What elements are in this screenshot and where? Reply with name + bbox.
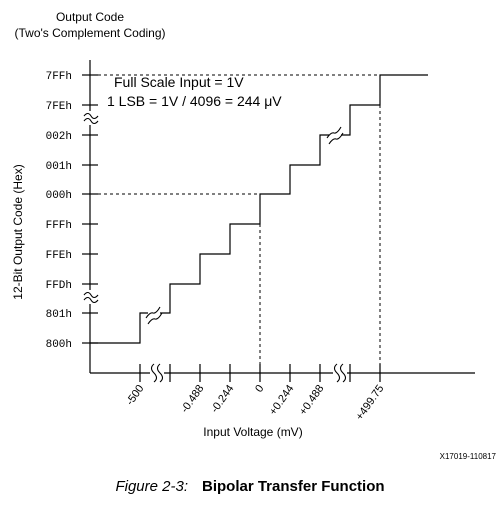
transfer-staircase-middle	[158, 134, 332, 314]
x-label-pos0488: +0.488	[297, 383, 326, 418]
caption-number: Figure 2-3:	[115, 478, 188, 495]
x-axis-break-left	[150, 363, 164, 383]
y-code-7ffh: 7FFh	[46, 71, 72, 83]
y-axis-break-top	[83, 111, 99, 125]
y-code-7feh: 7FEh	[46, 101, 72, 113]
curve-break-lower	[145, 306, 163, 325]
x-label-neg0244: -0.244	[209, 383, 237, 415]
y-axis-side-label: 12-Bit Output Code (Hex)	[11, 164, 25, 299]
dashed-guides	[98, 74, 381, 373]
x-label-neg500: -500	[124, 383, 146, 408]
x-label-neg0488: -0.488	[179, 383, 207, 415]
figure-id: X17019-110817	[440, 452, 497, 461]
caption-title: Bipolar Transfer Function	[202, 478, 385, 495]
x-label-zero: 0	[253, 383, 266, 395]
figure-caption: Figure 2-3: Bipolar Transfer Function	[0, 478, 500, 495]
y-code-002h: 002h	[46, 131, 72, 143]
transfer-staircase-lower	[90, 312, 150, 344]
y-code-800h: 800h	[46, 339, 72, 351]
x-label-pos0244: +0.244	[267, 383, 296, 418]
y-axis-subtitle: (Two's Complement Coding)	[14, 26, 165, 40]
y-code-fffh: FFFh	[46, 220, 72, 232]
y-code-000h: 000h	[46, 190, 72, 202]
curve-break-upper	[326, 126, 344, 145]
y-code-ffdh: FFDh	[46, 280, 72, 292]
annotation-full-scale: Full Scale Input = 1V	[114, 74, 244, 90]
x-axis-title: Input Voltage (mV)	[203, 425, 302, 439]
y-code-ffeh: FFEh	[46, 250, 72, 262]
y-axis-title: Output Code	[56, 10, 124, 24]
transfer-staircase-upper	[340, 74, 428, 136]
annotation-lsb: 1 LSB = 1V / 4096 = 244 μV	[107, 93, 282, 109]
y-code-801h: 801h	[46, 309, 72, 321]
y-ticks	[82, 74, 98, 344]
x-axis-break-right	[333, 363, 347, 383]
y-code-001h: 001h	[46, 161, 72, 173]
x-ticks	[139, 364, 381, 382]
y-axis-break-bottom	[83, 290, 99, 304]
x-label-pos49975: +499.75	[354, 383, 387, 423]
